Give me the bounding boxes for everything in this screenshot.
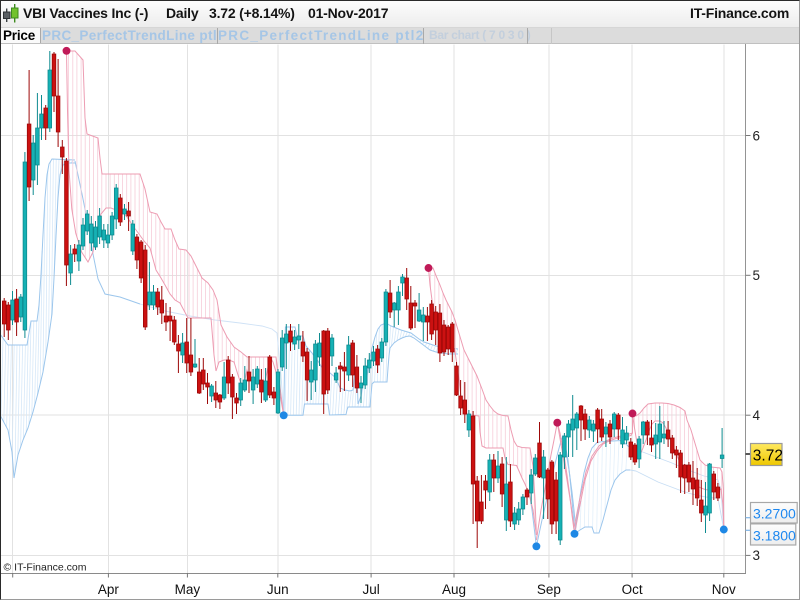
svg-text:3: 3 — [753, 548, 761, 563]
svg-text:3.1800: 3.1800 — [753, 528, 796, 544]
svg-text:May: May — [175, 582, 201, 597]
svg-text:Jun: Jun — [267, 582, 289, 597]
svg-text:Aug: Aug — [442, 582, 466, 597]
svg-text:© IT-Finance.com: © IT-Finance.com — [4, 562, 87, 574]
svg-text:5: 5 — [753, 268, 761, 283]
svg-text:Apr: Apr — [98, 582, 120, 597]
svg-text:4: 4 — [753, 408, 761, 423]
svg-text:Sep: Sep — [537, 582, 561, 597]
svg-text:Oct: Oct — [622, 582, 643, 597]
svg-text:Nov: Nov — [712, 582, 736, 597]
svg-text:6: 6 — [753, 128, 761, 143]
svg-text:3.72: 3.72 — [753, 448, 783, 465]
svg-text:3.2700: 3.2700 — [753, 506, 796, 522]
svg-text:Jul: Jul — [362, 582, 379, 597]
